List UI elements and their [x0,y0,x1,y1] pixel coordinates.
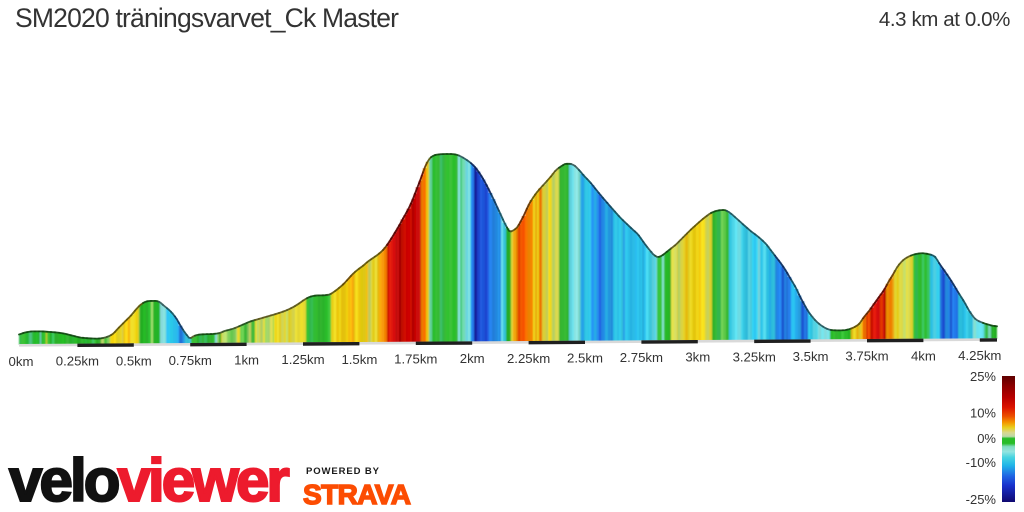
svg-text:4km: 4km [911,348,936,363]
svg-text:SM2020 träningsvarvet_Ck Maste: SM2020 träningsvarvet_Ck Master [15,3,399,33]
svg-text:3.75km: 3.75km [845,349,888,364]
svg-text:1.5km: 1.5km [341,352,377,367]
svg-text:-25%: -25% [966,492,997,507]
svg-text:3km: 3km [685,350,710,365]
svg-text:3.5km: 3.5km [793,349,829,364]
svg-text:1km: 1km [234,353,259,368]
svg-text:25%: 25% [970,369,996,384]
svg-text:4.3 km at 0.0%: 4.3 km at 0.0% [879,8,1010,31]
svg-text:3.25km: 3.25km [733,349,776,364]
svg-text:0km: 0km [9,354,34,369]
svg-text:0.5km: 0.5km [116,353,152,368]
svg-text:0%: 0% [977,431,996,446]
svg-text:0.75km: 0.75km [169,353,212,368]
svg-text:2.75km: 2.75km [620,350,663,365]
svg-text:-10%: -10% [966,455,997,470]
svg-text:0.25km: 0.25km [56,354,99,369]
svg-text:10%: 10% [970,406,996,421]
svg-text:4.25km: 4.25km [958,348,1001,363]
svg-text:2km: 2km [460,351,485,366]
svg-text:2.5km: 2.5km [567,350,603,365]
svg-text:1.25km: 1.25km [281,352,324,367]
svg-text:2.25km: 2.25km [507,351,550,366]
svg-text:1.75km: 1.75km [394,352,437,367]
